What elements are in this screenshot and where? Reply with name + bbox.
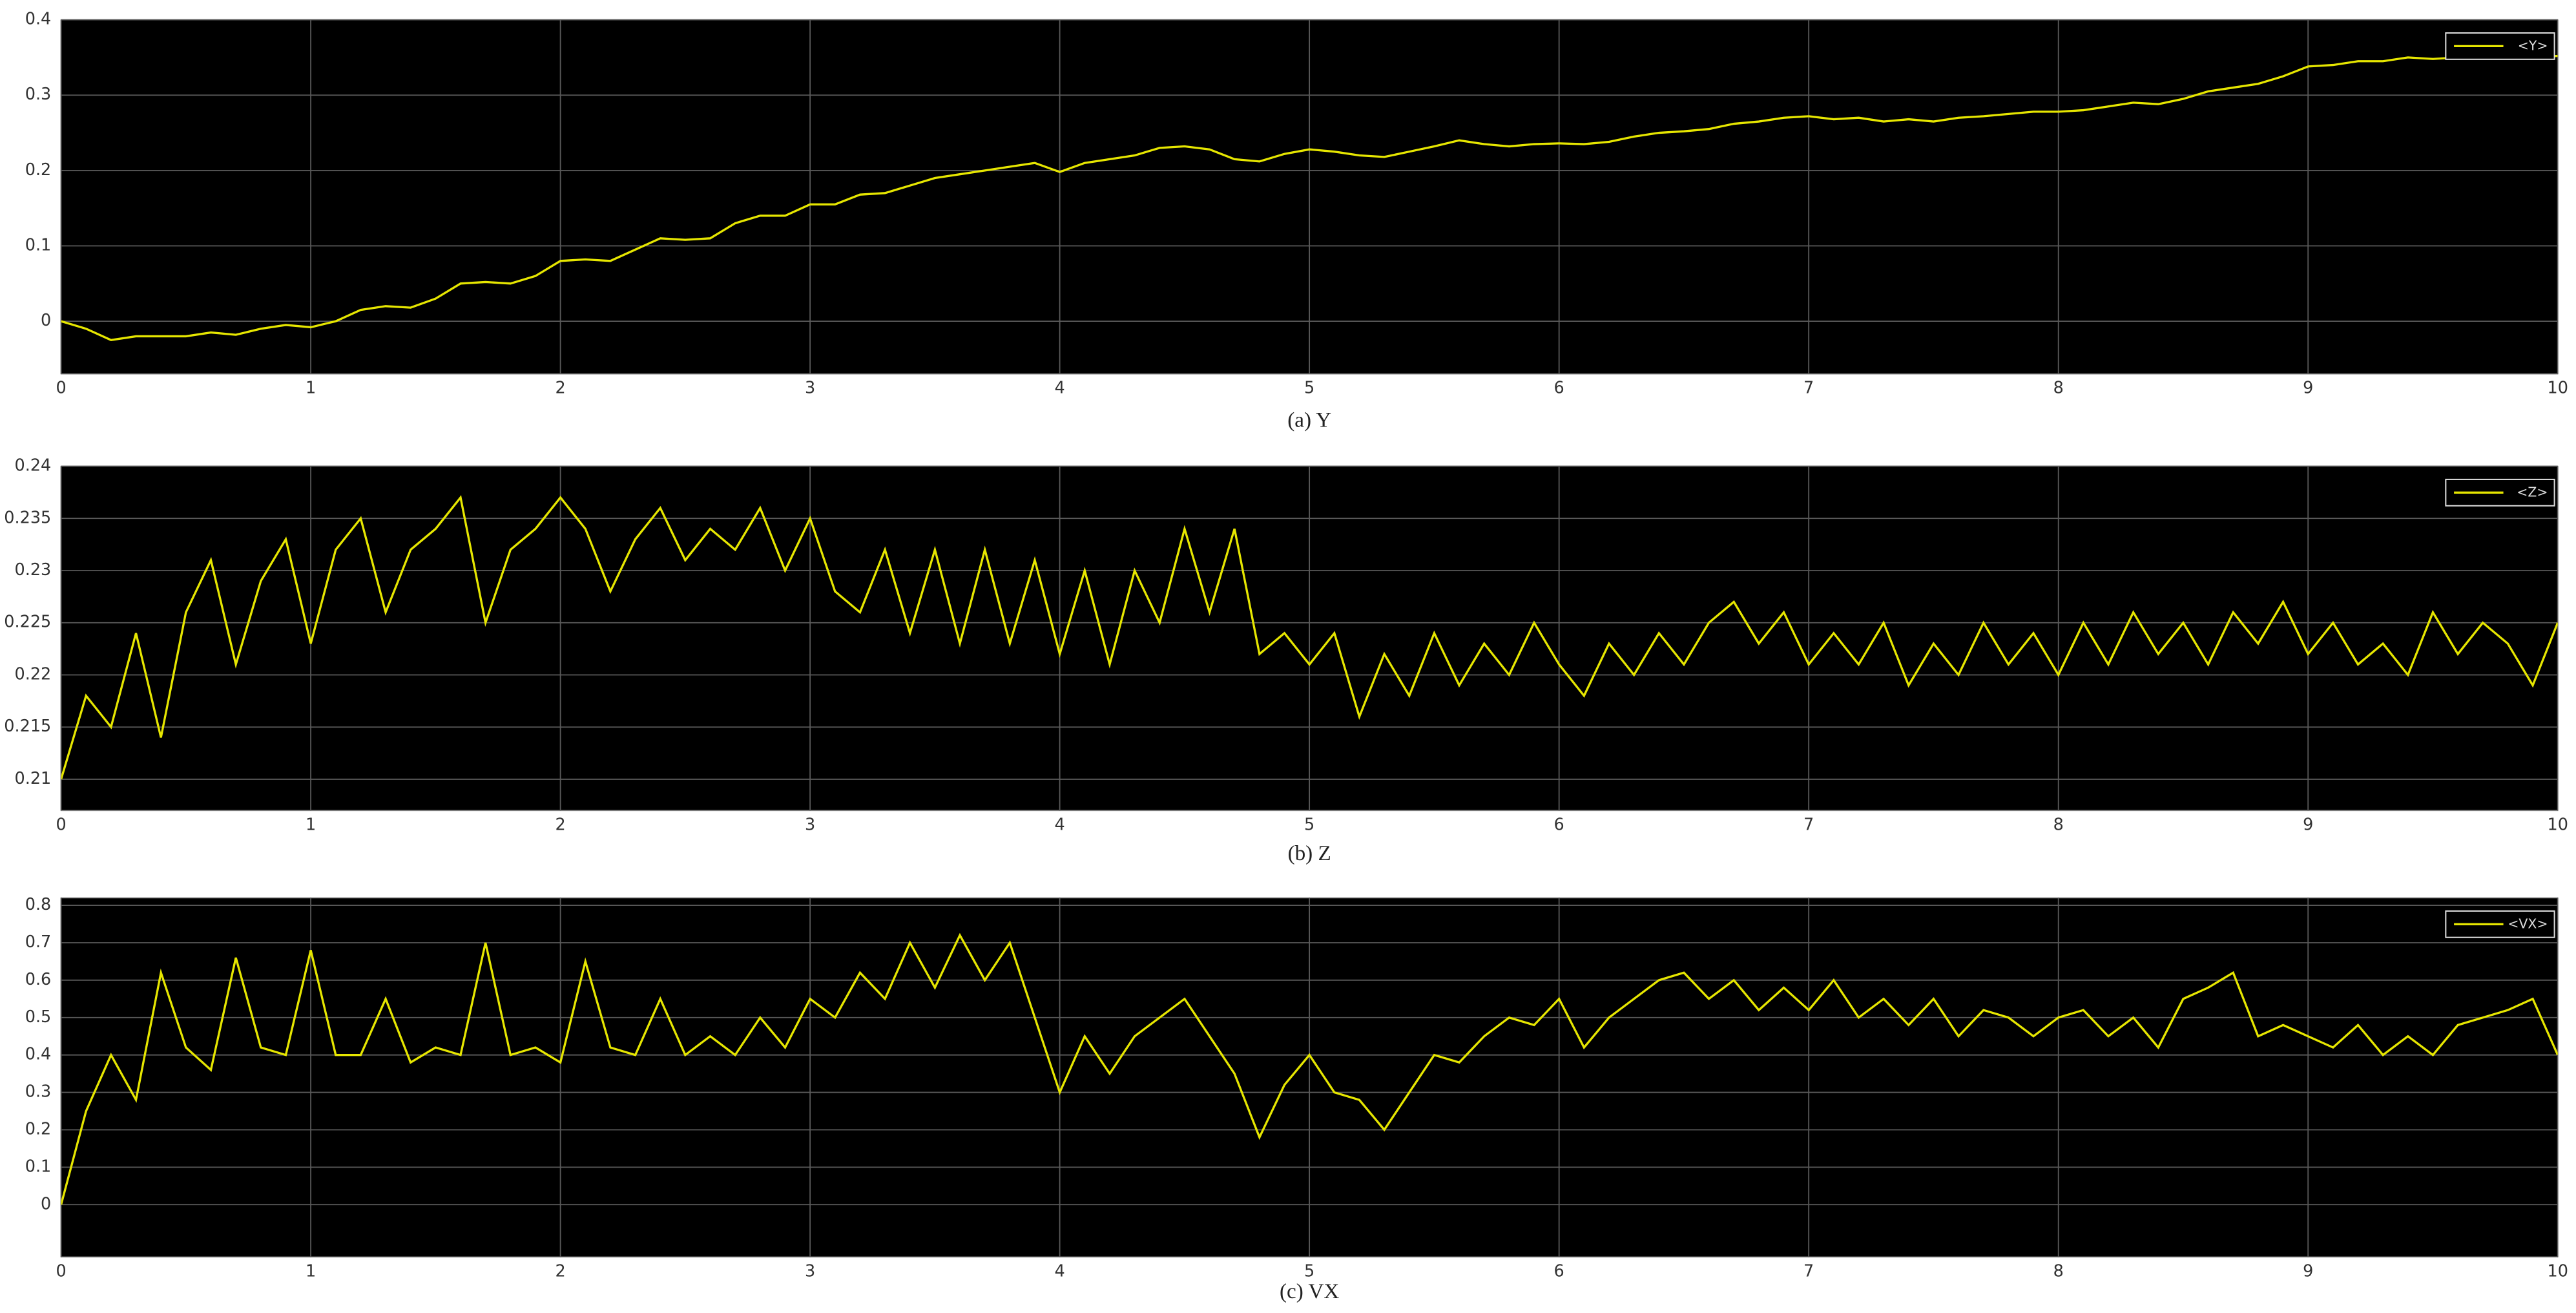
y-tick-label: 0.4 xyxy=(25,1045,52,1064)
x-tick-label: 8 xyxy=(2053,379,2064,398)
y-tick-label: 0.1 xyxy=(25,235,52,255)
x-tick-label: 6 xyxy=(1554,379,1564,398)
y-tick-label: 0.2 xyxy=(25,160,52,180)
x-tick-label: 10 xyxy=(2547,379,2568,398)
y-tick-label: 0.3 xyxy=(25,85,52,104)
y-tick-label: 0.6 xyxy=(25,970,52,989)
legend-text: <VX> xyxy=(2508,916,2548,931)
y-tick-label: 0.5 xyxy=(25,1007,52,1027)
x-tick-label: 1 xyxy=(306,379,316,398)
y-tick-label: 0 xyxy=(41,1194,51,1213)
x-tick-label: 9 xyxy=(2303,379,2313,398)
x-tick-label: 5 xyxy=(1304,1261,1314,1281)
x-tick-label: 3 xyxy=(805,379,815,398)
x-tick-label: 6 xyxy=(1554,815,1564,834)
y-tick-label: 0.4 xyxy=(25,10,52,29)
x-tick-label: 7 xyxy=(1803,1261,1814,1281)
x-tick-label: 8 xyxy=(2053,1261,2064,1281)
x-tick-label: 10 xyxy=(2547,815,2568,834)
x-tick-label: 5 xyxy=(1304,379,1314,398)
x-tick-label: 8 xyxy=(2053,815,2064,834)
x-tick-label: 0 xyxy=(56,1261,66,1281)
x-tick-label: 3 xyxy=(805,815,815,834)
y-tick-label: 0.22 xyxy=(15,664,52,684)
x-tick-label: 9 xyxy=(2303,1261,2313,1281)
data-line xyxy=(61,54,2558,341)
y-tick-label: 0.8 xyxy=(25,895,52,914)
y-tick-label: 0.215 xyxy=(4,717,51,736)
x-tick-label: 9 xyxy=(2303,815,2313,834)
y-tick-label: 0.235 xyxy=(4,508,51,527)
y-tick-label: 0.7 xyxy=(25,932,52,952)
x-tick-label: 3 xyxy=(805,1261,815,1281)
data-line xyxy=(61,495,2558,780)
legend-text: <Y> xyxy=(2518,37,2548,53)
legend-text: <Z> xyxy=(2517,484,2548,499)
x-tick-label: 4 xyxy=(1055,815,1065,834)
x-tick-label: 2 xyxy=(555,815,565,834)
y-tick-label: 0.23 xyxy=(15,560,52,580)
x-tick-label: 7 xyxy=(1803,815,1814,834)
data-line xyxy=(61,932,2558,1205)
caption: (c) VX xyxy=(1280,1279,1339,1303)
x-tick-label: 1 xyxy=(306,1261,316,1281)
y-tick-label: 0.21 xyxy=(15,769,52,788)
x-tick-label: 0 xyxy=(56,815,66,834)
y-tick-label: 0.24 xyxy=(15,456,52,476)
y-tick-label: 0 xyxy=(41,311,51,330)
x-tick-label: 6 xyxy=(1554,1261,1564,1281)
x-tick-label: 7 xyxy=(1803,379,1814,398)
y-tick-label: 0.1 xyxy=(25,1157,52,1176)
x-tick-label: 0 xyxy=(56,379,66,398)
x-tick-label: 1 xyxy=(306,815,316,834)
x-tick-label: 5 xyxy=(1304,815,1314,834)
y-tick-label: 0.2 xyxy=(25,1119,52,1139)
x-tick-label: 2 xyxy=(555,379,565,398)
x-tick-label: 4 xyxy=(1055,1261,1065,1281)
caption: (b) Z xyxy=(1288,841,1331,865)
caption: (a) Y xyxy=(1287,408,1331,432)
x-tick-label: 4 xyxy=(1055,379,1065,398)
y-tick-label: 0.225 xyxy=(4,613,51,632)
y-tick-label: 0.3 xyxy=(25,1082,52,1102)
x-tick-label: 2 xyxy=(555,1261,565,1281)
x-tick-label: 10 xyxy=(2547,1261,2568,1281)
